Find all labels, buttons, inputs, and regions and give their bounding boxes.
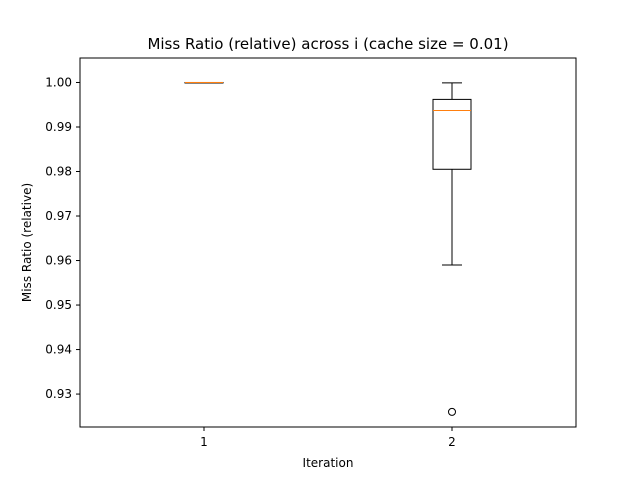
y-axis-label: Miss Ratio (relative) — [20, 183, 34, 302]
y-tick-label: 0.98 — [45, 165, 72, 179]
y-tick-label: 0.93 — [45, 387, 72, 401]
y-tick-label: 0.97 — [45, 209, 72, 223]
outlier-point — [448, 407, 456, 416]
y-tick-label: 1.00 — [45, 75, 72, 89]
box-iqr — [432, 98, 472, 170]
y-tick-label: 0.96 — [45, 254, 72, 268]
x-tick-label: 2 — [448, 435, 456, 449]
chart-title: Miss Ratio (relative) across i (cache si… — [147, 35, 508, 53]
x-axis-label: Iteration — [303, 456, 354, 470]
axes-frame — [79, 57, 577, 428]
y-tick-label: 0.95 — [45, 298, 72, 312]
y-tick-label: 0.99 — [45, 120, 72, 134]
y-tick-label: 0.94 — [45, 343, 72, 357]
x-tick-label: 1 — [200, 435, 208, 449]
plot-area: 0.93 0.94 0.95 0.96 0.97 0.98 0.99 1.00 1 2 — [45, 75, 472, 449]
